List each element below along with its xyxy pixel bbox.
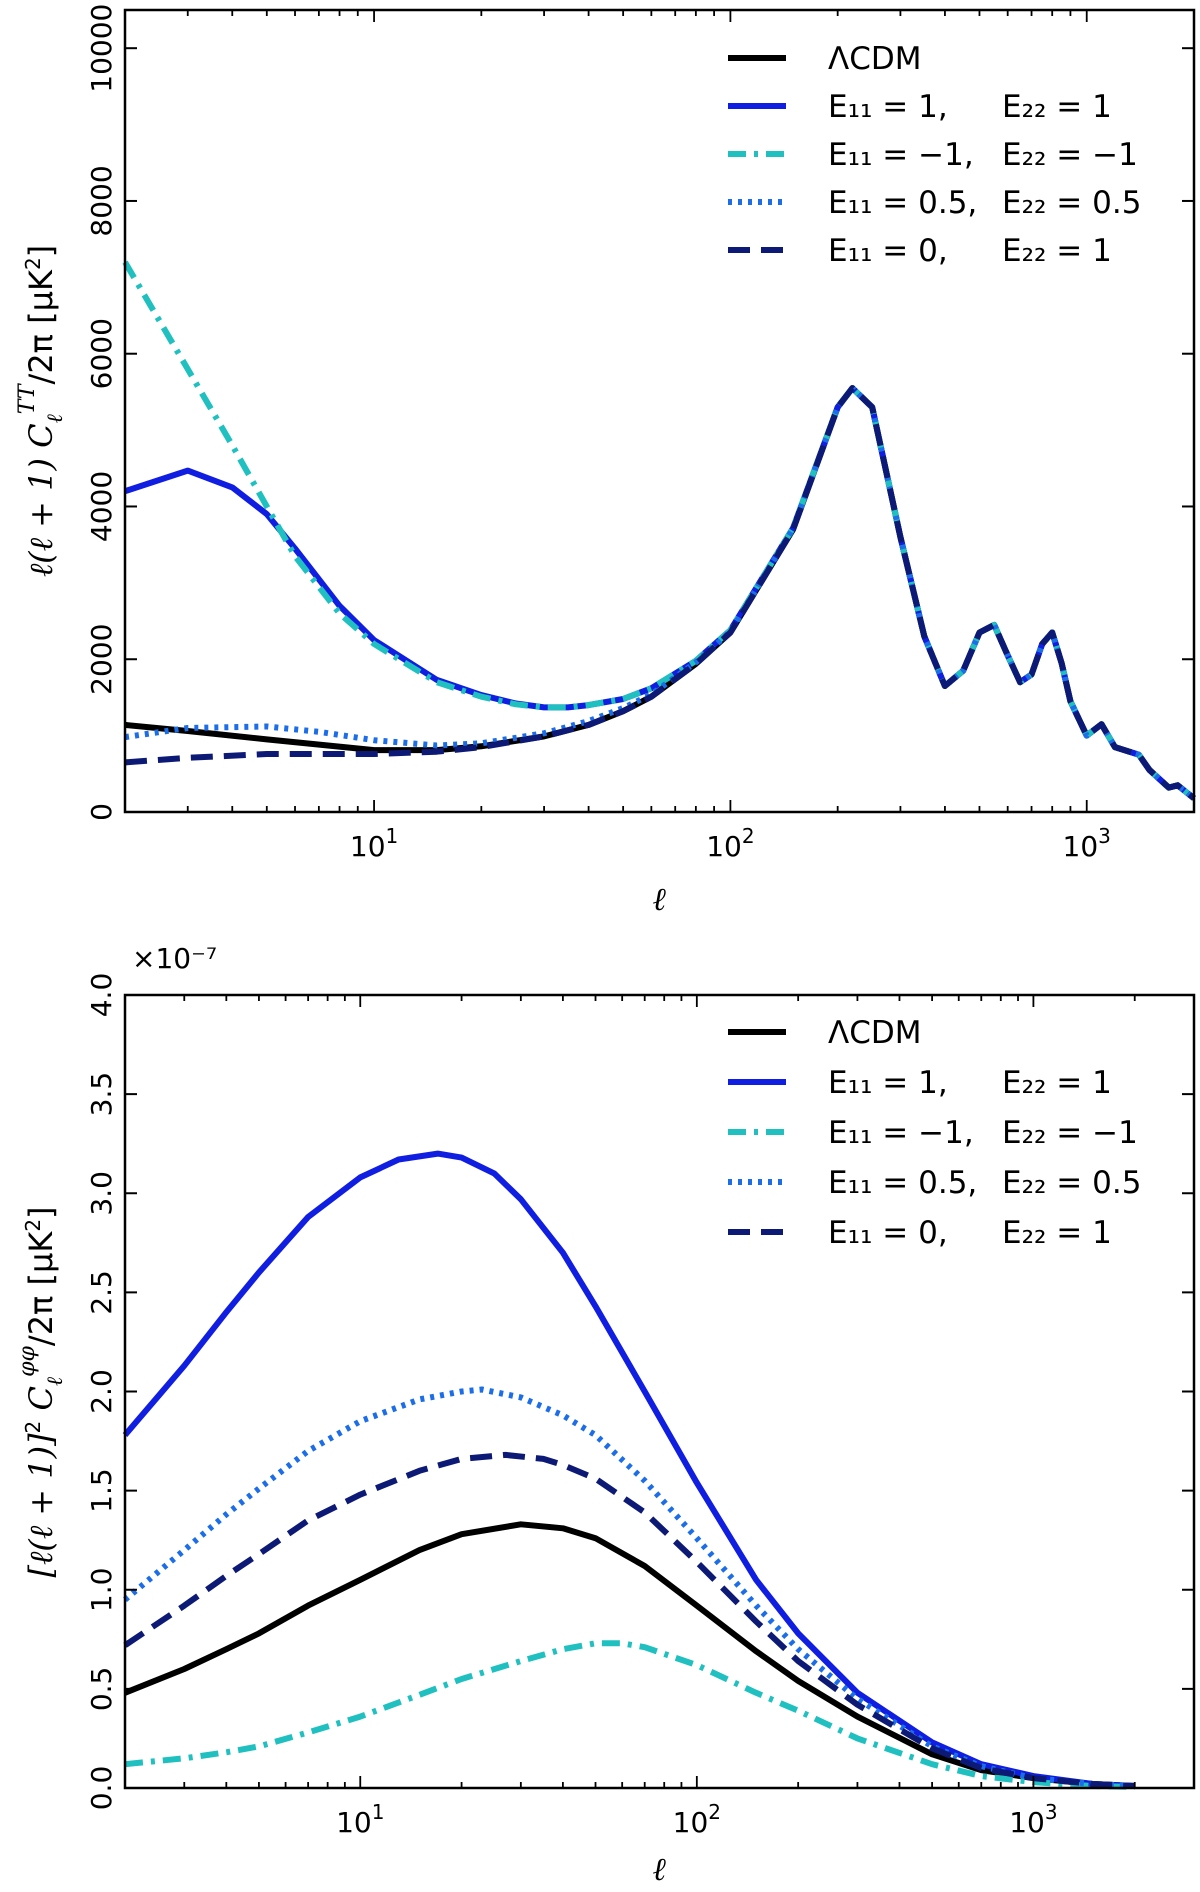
top-axes-frame xyxy=(123,8,1196,814)
series-line-0-4 xyxy=(124,385,1196,801)
x-tick-label: 103 xyxy=(1009,1800,1057,1839)
legend-label-b-3: E₂₂ = 0.5 xyxy=(1002,185,1141,221)
legend-label-b-1: E₂₂ = 1 xyxy=(1002,1065,1112,1101)
legend-label-a-3: E₁₁ = 0.5, xyxy=(828,1165,977,1201)
top-y-axis-label: ℓ(ℓ + 1) CℓTT/2π [μK2] xyxy=(15,245,68,577)
bottom-offset-text: ×10⁻⁷ xyxy=(132,942,217,975)
y-tick-label: 1.0 xyxy=(85,1568,118,1613)
series-line-1-1 xyxy=(122,1150,1135,1789)
y-tick-label: 8000 xyxy=(85,165,118,236)
y-tick-label: 2.0 xyxy=(85,1369,118,1414)
series-line-1-2 xyxy=(124,1640,1135,1790)
top-x-axis-label: ℓ xyxy=(652,880,666,918)
y-tick-label: 0 xyxy=(85,803,118,821)
series-line-1-0 xyxy=(123,1521,1135,1789)
bottom-y-axis-label: [ℓ(ℓ + 1)]2 Cℓφφ/2π [μK2] xyxy=(15,1206,68,1577)
bottom-legend: ΛCDM E₁₁ = 1, E₂₂ = 1 E₁₁ = −1, E₂₂ = −1 E₁₁ … xyxy=(728,1015,1141,1251)
legend-label-b-3: E₂₂ = 0.5 xyxy=(1002,1165,1141,1201)
x-tick-label: 101 xyxy=(336,1800,384,1839)
legend-label-0: ΛCDM xyxy=(828,1015,921,1051)
legend-label-a-2: E₁₁ = −1, xyxy=(828,137,974,173)
top-legend: ΛCDM E₁₁ = 1, E₂₂ = 1 E₁₁ = −1, E₂₂ = −1 E₁₁ … xyxy=(728,41,1141,269)
x-tick-label: 102 xyxy=(673,1800,721,1839)
bottom-panel-lensing: 0.0 0.5 1.0 1.5 2.0 2.5 3.0 3.5 4.0 101 102 103 ΛCD… xyxy=(15,942,1196,1888)
legend-label-a-1: E₁₁ = 1, xyxy=(828,1065,948,1101)
series-line-1-4 xyxy=(123,1451,1135,1789)
legend-label-b-4: E₂₂ = 1 xyxy=(1002,233,1112,269)
series-line-1-3 xyxy=(123,1386,1135,1789)
y-tick-label: 0.5 xyxy=(85,1667,118,1712)
legend-label-0: ΛCDM xyxy=(828,41,921,77)
legend-label-a-4: E₁₁ = 0, xyxy=(828,1215,948,1251)
x-tick-label: 101 xyxy=(350,824,398,863)
y-tick-label: 3.0 xyxy=(85,1171,118,1216)
legend-label-a-4: E₁₁ = 0, xyxy=(828,233,948,269)
legend-label-b-2: E₂₂ = −1 xyxy=(1002,1115,1138,1151)
bottom-x-axis-label: ℓ xyxy=(652,1850,666,1888)
y-tick-label: 2.5 xyxy=(85,1270,118,1315)
legend-label-b-2: E₂₂ = −1 xyxy=(1002,137,1138,173)
y-tick-label: 6000 xyxy=(85,318,118,389)
legend-label-a-3: E₁₁ = 0.5, xyxy=(828,185,977,221)
legend-label-b-4: E₂₂ = 1 xyxy=(1002,1215,1112,1251)
y-tick-label: 3.5 xyxy=(85,1072,118,1117)
x-tick-label: 103 xyxy=(1063,824,1111,863)
legend-label-a-2: E₁₁ = −1, xyxy=(828,1115,974,1151)
y-tick-label: 0.0 xyxy=(85,1766,118,1811)
legend-label-b-1: E₂₂ = 1 xyxy=(1002,89,1112,125)
y-tick-label: 10000 xyxy=(85,4,118,93)
x-tick-label: 102 xyxy=(706,824,754,863)
top-panel-cmb-tt: 0 2000 4000 6000 8000 10000 101 102 103 ΛCDM E₁₁ … xyxy=(15,4,1196,918)
y-tick-label: 1.5 xyxy=(85,1468,118,1513)
y-tick-label: 4000 xyxy=(85,471,118,542)
y-tick-label: 4.0 xyxy=(85,973,118,1018)
legend-label-a-1: E₁₁ = 1, xyxy=(828,89,948,125)
y-tick-label: 2000 xyxy=(85,624,118,695)
